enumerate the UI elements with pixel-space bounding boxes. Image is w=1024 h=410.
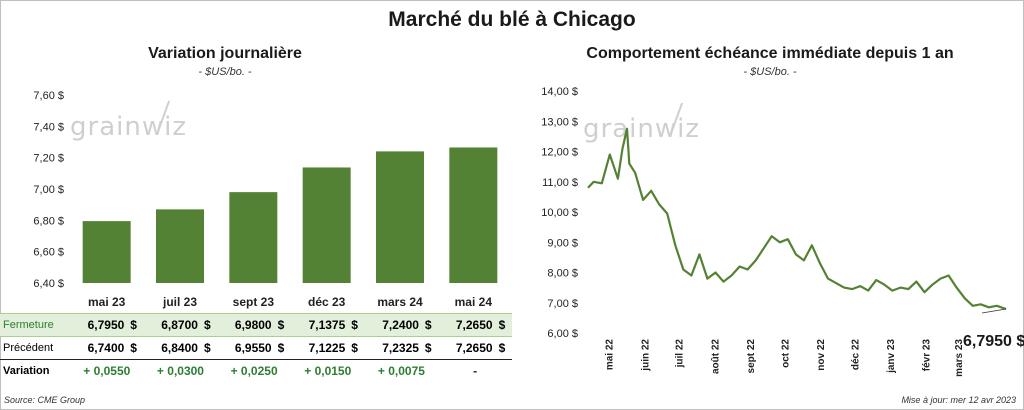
- variation-row: Variation + 0,0550 + 0,0300 + 0,0250 + 0…: [0, 360, 512, 383]
- line-xtick-label: juil 22: [675, 339, 686, 369]
- right-chart-subtitle: - $US/bo. -: [743, 66, 797, 78]
- price-line: [587, 127, 1007, 311]
- line-xtick-label: févr 23: [922, 339, 933, 372]
- line-ytick-label: 7,00 $: [547, 298, 578, 310]
- close-value: 7,2400: [364, 313, 422, 337]
- currency-sign: $: [421, 313, 439, 337]
- line-xtick-label: août 22: [710, 339, 721, 374]
- currency-sign: $: [200, 313, 218, 337]
- line-ytick-label: 8,00 $: [547, 268, 578, 280]
- bar-ytick-label: 7,00 $: [33, 184, 64, 196]
- bar-ytick-label: 6,60 $: [33, 247, 64, 259]
- variation-value: + 0,0150: [304, 364, 352, 378]
- bar-ytick-label: 7,40 $: [33, 121, 64, 133]
- line-xtick-label: mars 23: [954, 339, 965, 377]
- currency-sign: $: [274, 336, 291, 360]
- currency-sign: $: [348, 313, 365, 337]
- left-chart-subtitle: - $US/bo. -: [198, 66, 252, 78]
- line-xtick-label: janv 23: [886, 339, 897, 374]
- close-value: 7,2650: [438, 313, 496, 337]
- last-value-leader: [981, 308, 1007, 314]
- bar: [229, 192, 278, 283]
- left-chart-title: Variation journalière: [148, 45, 302, 62]
- source-note: Source: CME Group: [4, 395, 86, 405]
- previous-value: 6,7400: [69, 336, 128, 360]
- currency-sign: $: [495, 336, 512, 360]
- currency-sign: $: [274, 313, 291, 337]
- variation-value: + 0,0075: [377, 364, 425, 378]
- variation-value: -: [473, 364, 478, 378]
- line-ytick-label: 11,00 $: [542, 177, 578, 189]
- line-xtick-label: nov 22: [816, 339, 827, 371]
- last-value-label: 6,7950 $: [963, 333, 1024, 350]
- close-row-label: Fermeture: [0, 313, 70, 337]
- bar: [376, 151, 424, 283]
- watermark-right: grainwiz: [583, 114, 700, 144]
- currency-sign: $: [127, 313, 144, 337]
- line-ytick-label: 13,00 $: [541, 116, 578, 128]
- previous-value: 6,9550: [217, 336, 275, 360]
- bar: [82, 221, 131, 283]
- previous-value: 7,2650: [438, 336, 496, 360]
- previous-row-label: Précédent: [0, 336, 70, 360]
- bar: [156, 209, 204, 283]
- line-ytick-label: 12,00 $: [541, 147, 578, 159]
- bar-xtick-label: déc 23: [308, 295, 346, 309]
- line-ytick-label: 9,00 $: [547, 237, 578, 249]
- variation-value: + 0,0550: [83, 364, 131, 378]
- currency-sign: $: [127, 336, 144, 360]
- line-xtick-label: oct 22: [780, 339, 791, 368]
- variation-row-label: Variation: [3, 365, 50, 377]
- variation-value: + 0,0250: [230, 364, 278, 378]
- currency-sign: $: [495, 313, 512, 337]
- previous-value: 7,1225: [290, 336, 349, 360]
- close-value: 6,9800: [217, 313, 275, 337]
- bar-ytick-label: 6,80 $: [33, 215, 64, 227]
- daily-variation-bar-chart: 6,40 $ 6,60 $ 6,80 $ 7,00 $ 7,20 $ 7,40 $ 7,60…: [33, 90, 498, 309]
- bar-xtick-label: sept 23: [233, 295, 275, 309]
- close-value: 6,8700: [143, 313, 201, 337]
- bar: [449, 147, 498, 283]
- previous-value: 6,8400: [143, 336, 201, 360]
- close-value: 7,1375: [290, 313, 349, 337]
- currency-sign: $: [200, 336, 218, 360]
- line-ytick-label: 14,00 $: [541, 86, 578, 98]
- bar: [302, 167, 351, 283]
- previous-row: Précédent 6,7400 $ 6,8400 $ 6,9550 $ 7,1225…: [0, 336, 512, 360]
- front-month-line-chart: 6,00 $ 7,00 $ 8,00 $ 9,00 $ 10,00 $ 11,00 $ 12…: [541, 86, 1024, 377]
- line-xtick-label: juin 22: [640, 339, 651, 372]
- currency-sign: $: [348, 336, 365, 360]
- bar-ytick-label: 7,20 $: [33, 153, 64, 165]
- bar-xtick-label: mai 24: [455, 295, 493, 309]
- daily-prices-table: Fermeture 6,7950 $ 6,8700 $ 6,9800 $ 7,1375…: [0, 313, 512, 382]
- dashboard-title: Marché du blé à Chicago: [388, 8, 636, 31]
- bar-ytick-label: 6,40 $: [33, 278, 64, 290]
- line-xtick-label: sept 22: [746, 339, 757, 374]
- variation-value: + 0,0300: [156, 364, 204, 378]
- line-xtick-label: mai 22: [605, 339, 616, 371]
- close-row: Fermeture 6,7950 $ 6,8700 $ 6,9800 $ 7,1375…: [0, 313, 512, 337]
- line-ytick-label: 6,00 $: [547, 328, 578, 340]
- bar-xtick-label: juil 23: [162, 295, 197, 309]
- right-chart-title: Comportement échéance immédiate depuis 1…: [586, 45, 954, 62]
- close-value: 6,7950: [69, 313, 128, 337]
- watermark-left: grainwiz: [70, 112, 187, 142]
- previous-value: 7,2325: [364, 336, 422, 360]
- bar-xtick-label: mars 24: [377, 295, 423, 309]
- bar-ytick-label: 7,60 $: [33, 90, 64, 102]
- line-xtick-label: déc 22: [850, 339, 861, 371]
- currency-sign: $: [421, 336, 439, 360]
- bar-xtick-label: mai 23: [88, 295, 126, 309]
- line-ytick-label: 10,00 $: [541, 207, 578, 219]
- update-note: Mise à jour: mer 12 avr 2023: [901, 395, 1016, 405]
